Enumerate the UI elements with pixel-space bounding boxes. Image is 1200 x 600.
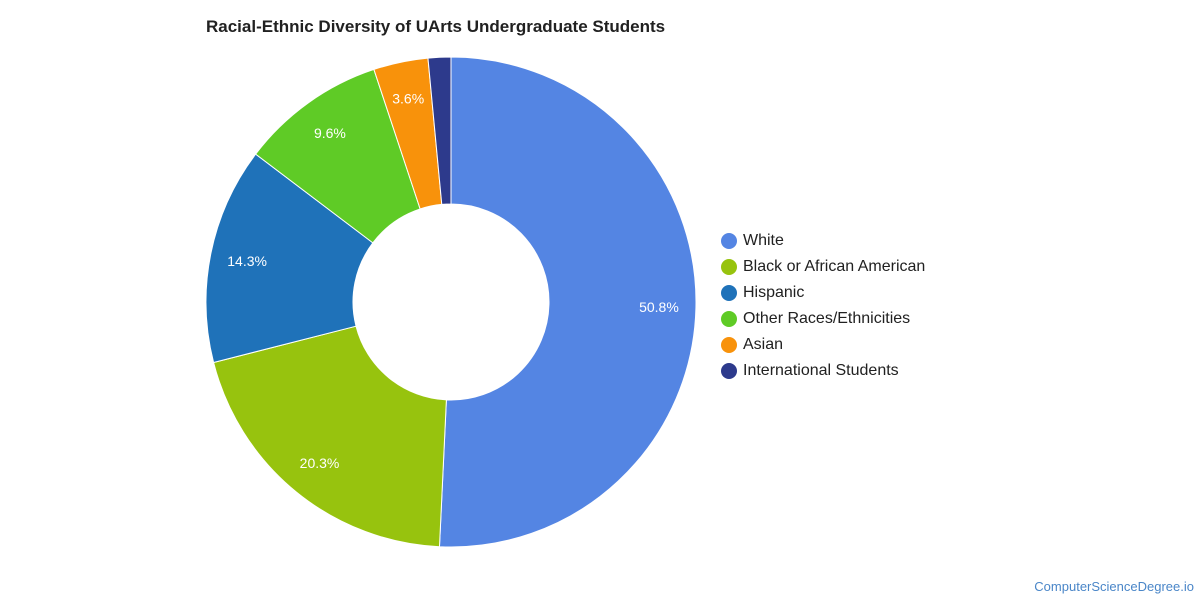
- legend-label: Black or African American: [743, 258, 926, 275]
- slices-layer: [205, 56, 697, 548]
- legend-label: White: [743, 232, 784, 249]
- legend-swatch-other-races-ethnicities: [721, 311, 737, 327]
- slice-hispanic[interactable]: [205, 153, 374, 364]
- slice-black-or-african-american[interactable]: [212, 325, 447, 548]
- slice-international-students[interactable]: [427, 56, 452, 205]
- legend-label: Asian: [743, 336, 784, 353]
- legend-item-hispanic[interactable]: Hispanic: [721, 280, 925, 306]
- legend-item-white[interactable]: White: [721, 228, 925, 254]
- legend-swatch-black-or-african-american: [721, 259, 737, 275]
- slice-label-white: 50.8%: [639, 299, 679, 315]
- slice-label-other-races-ethnicities: 9.6%: [314, 125, 346, 141]
- legend-label: Hispanic: [743, 284, 805, 301]
- donut-chart: 50.8% 20.3% 14.3% 9.6% 3.6%: [205, 56, 697, 548]
- legend-item-other-races-ethnicities[interactable]: Other Races/Ethnicities: [721, 306, 925, 332]
- chart-legend: White Black or African American Hispanic Ot…: [721, 228, 925, 384]
- legend-item-international-students[interactable]: International Students: [721, 358, 925, 384]
- legend-swatch-international-students: [721, 363, 737, 379]
- legend-swatch-white: [721, 233, 737, 249]
- legend-label: Other Races/Ethnicities: [743, 310, 911, 327]
- legend-swatch-hispanic: [721, 285, 737, 301]
- slice-white[interactable]: [438, 56, 697, 548]
- legend-label: International Students: [743, 362, 899, 379]
- legend-item-asian[interactable]: Asian: [721, 332, 925, 358]
- slice-label-hispanic: 14.3%: [227, 253, 267, 269]
- slice-label-black-or-african-american: 20.3%: [300, 455, 340, 471]
- chart-title: Racial-Ethnic Diversity of UArts Undergr…: [206, 17, 666, 36]
- legend-item-black-or-african-american[interactable]: Black or African American: [721, 254, 925, 280]
- watermark-link[interactable]: ComputerScienceDegree.io: [1034, 579, 1194, 594]
- legend-swatch-asian: [721, 337, 737, 353]
- slice-labels-layer: 50.8% 20.3% 14.3% 9.6% 3.6%: [227, 90, 679, 471]
- slice-label-asian: 3.6%: [392, 90, 424, 106]
